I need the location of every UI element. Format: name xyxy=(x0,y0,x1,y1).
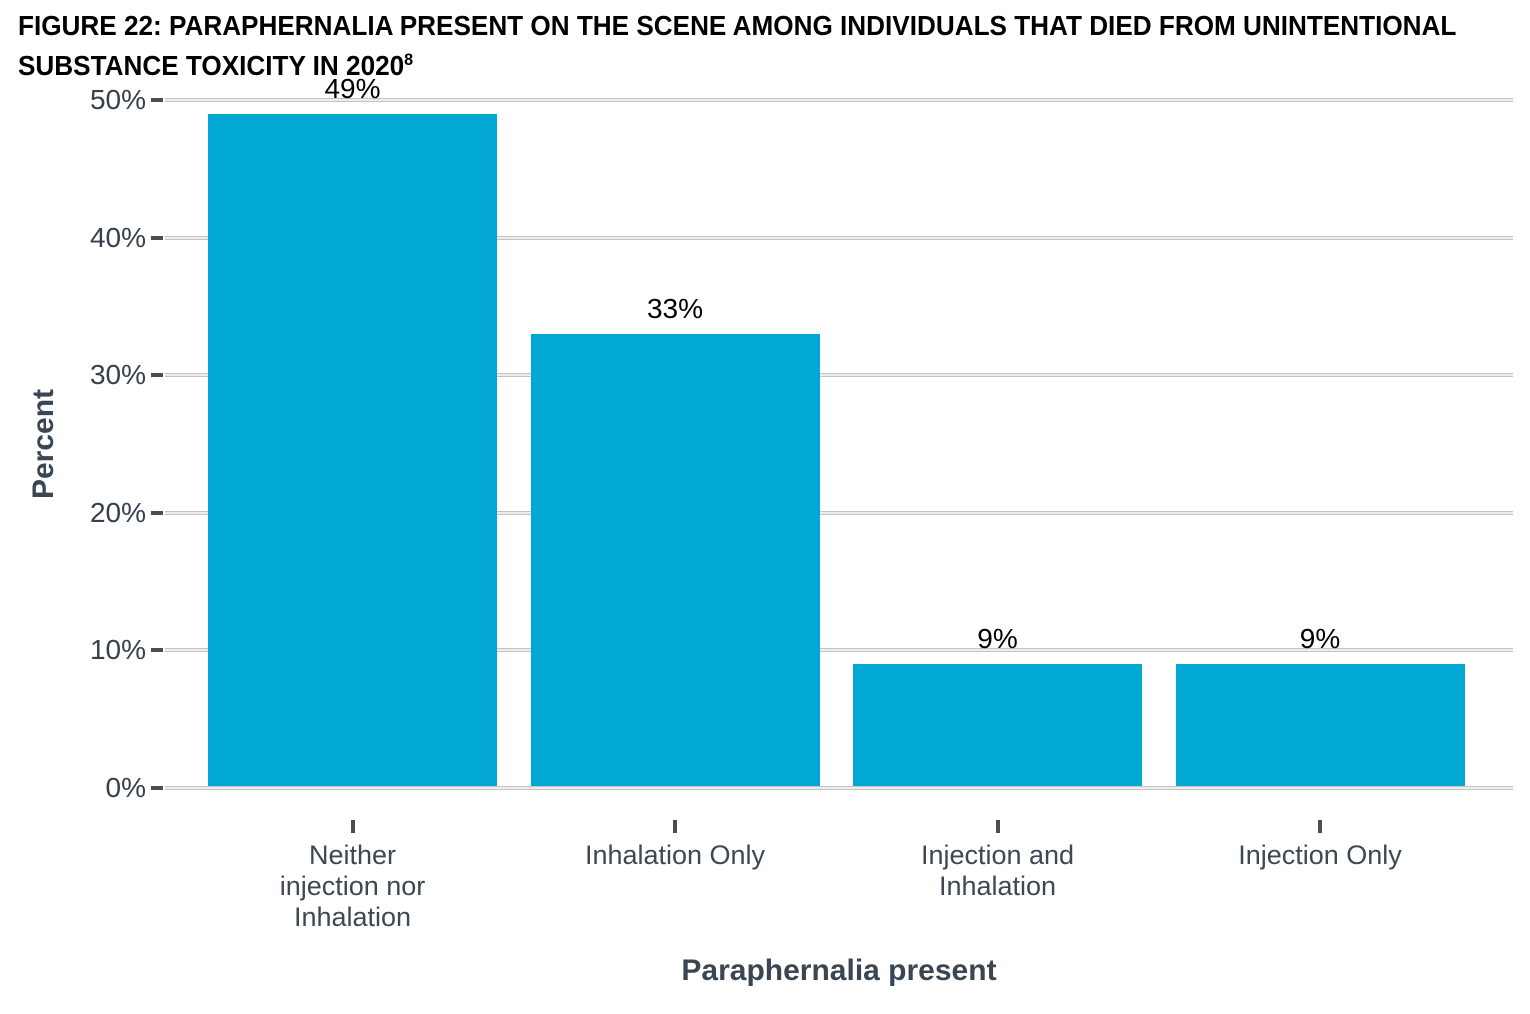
x-axis-category-label-line: injection nor xyxy=(279,871,426,901)
gridline-0 xyxy=(165,786,1513,790)
figure-title-footnote-marker: 8 xyxy=(404,49,414,69)
y-axis-tick-label: 40% xyxy=(89,221,146,253)
bar-2 xyxy=(853,664,1142,786)
x-axis-category-label-line: Neither xyxy=(308,840,397,870)
figure-title-line2: SUBSTANCE TOXICITY IN 20208 xyxy=(18,49,414,81)
x-axis-category-label-line: Inhalation xyxy=(293,902,412,932)
bar-value-label: 9% xyxy=(1299,623,1341,655)
y-axis-tick-mark xyxy=(151,648,163,653)
y-axis-tick-mark xyxy=(151,373,163,378)
y-axis-tick-label: 50% xyxy=(89,84,146,115)
y-axis-tick-label: 10% xyxy=(89,634,146,666)
bar-value-label: 49% xyxy=(324,72,381,104)
y-axis-tick-mark xyxy=(151,510,163,515)
x-axis-tick-mark xyxy=(1318,820,1322,833)
figure-title: FIGURE 22: PARAPHERNALIA PRESENT ON THE … xyxy=(18,6,1456,86)
x-axis-title: Paraphernalia present xyxy=(681,954,997,987)
y-axis-tick-label: 30% xyxy=(89,359,146,391)
x-axis-category-label: Injection and Inhalation xyxy=(837,840,1159,902)
x-axis-category-label: Neither injection nor Inhalation xyxy=(192,840,514,933)
y-axis-tick-label: 0% xyxy=(105,772,146,803)
x-axis-tick-mark xyxy=(673,820,677,833)
x-axis-category-label-line: Injection and xyxy=(920,840,1075,870)
x-axis-category-label-line: Inhalation Only xyxy=(584,840,766,870)
bar-value-label: 33% xyxy=(646,292,704,324)
bar-1 xyxy=(530,333,820,786)
x-axis-category-label-line: Injection Only xyxy=(1238,840,1402,870)
y-axis-tick-label: 20% xyxy=(89,496,146,528)
x-axis-category-label-line: Inhalation xyxy=(938,871,1057,901)
y-axis-title: Percent xyxy=(27,388,60,500)
gridline-50 xyxy=(165,98,1513,102)
x-axis-tick-mark xyxy=(350,820,355,833)
x-axis-tick-mark xyxy=(995,820,1000,833)
gridline-30 xyxy=(165,373,1513,378)
gridline-10 xyxy=(165,648,1513,653)
x-axis-category-label: Injection Only xyxy=(1159,840,1481,871)
figure-title-line1: FIGURE 22: PARAPHERNALIA PRESENT ON THE … xyxy=(18,10,1457,41)
gridline-20 xyxy=(165,510,1513,515)
bar-3 xyxy=(1175,664,1465,786)
bar-0 xyxy=(208,113,497,786)
y-axis-tick-mark xyxy=(151,235,163,240)
y-axis-tick-mark xyxy=(151,786,163,790)
bar-value-label: 9% xyxy=(977,623,1018,655)
gridline-40 xyxy=(165,235,1513,240)
x-axis-category-label: Inhalation Only xyxy=(514,840,836,871)
y-axis-tick-mark xyxy=(151,98,163,102)
